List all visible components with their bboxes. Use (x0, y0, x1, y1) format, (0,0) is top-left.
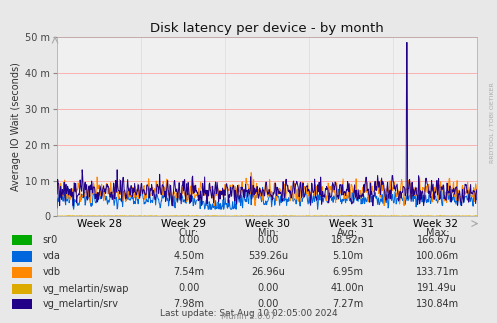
Text: 26.96u: 26.96u (251, 267, 285, 277)
Text: 18.52n: 18.52n (331, 235, 365, 245)
Text: 4.50m: 4.50m (173, 251, 204, 261)
Text: Avg:: Avg: (337, 228, 358, 238)
Title: Disk latency per device - by month: Disk latency per device - by month (150, 22, 384, 35)
Text: 5.10m: 5.10m (332, 251, 363, 261)
Text: 133.71m: 133.71m (415, 267, 459, 277)
Text: Cur:: Cur: (179, 228, 199, 238)
Text: 7.54m: 7.54m (173, 267, 204, 277)
Text: 0.00: 0.00 (178, 284, 200, 293)
Text: 191.49u: 191.49u (417, 284, 457, 293)
Text: vg_melartin/srv: vg_melartin/srv (42, 298, 118, 309)
Y-axis label: Average IO Wait (seconds): Average IO Wait (seconds) (11, 62, 21, 191)
Text: 100.06m: 100.06m (416, 251, 459, 261)
Text: 41.00n: 41.00n (331, 284, 365, 293)
Text: 6.95m: 6.95m (332, 267, 363, 277)
Text: 7.27m: 7.27m (332, 299, 363, 308)
Text: 0.00: 0.00 (178, 235, 200, 245)
Text: 0.00: 0.00 (257, 299, 279, 308)
Text: vg_melartin/swap: vg_melartin/swap (42, 283, 129, 294)
Text: Max:: Max: (425, 228, 449, 238)
Text: 0.00: 0.00 (257, 284, 279, 293)
Text: 0.00: 0.00 (257, 235, 279, 245)
Text: 539.26u: 539.26u (248, 251, 288, 261)
Text: 166.67u: 166.67u (417, 235, 457, 245)
Text: Last update: Sat Aug 10 02:05:00 2024: Last update: Sat Aug 10 02:05:00 2024 (160, 309, 337, 318)
Text: vdb: vdb (42, 267, 60, 277)
Text: vda: vda (42, 251, 60, 261)
Text: RRDTOOL / TOBI OETIKER: RRDTOOL / TOBI OETIKER (490, 82, 495, 163)
Text: 7.98m: 7.98m (173, 299, 204, 308)
Text: sr0: sr0 (42, 235, 58, 245)
Text: Munin 2.0.67: Munin 2.0.67 (221, 312, 276, 321)
Text: Min:: Min: (258, 228, 279, 238)
Text: 130.84m: 130.84m (416, 299, 459, 308)
